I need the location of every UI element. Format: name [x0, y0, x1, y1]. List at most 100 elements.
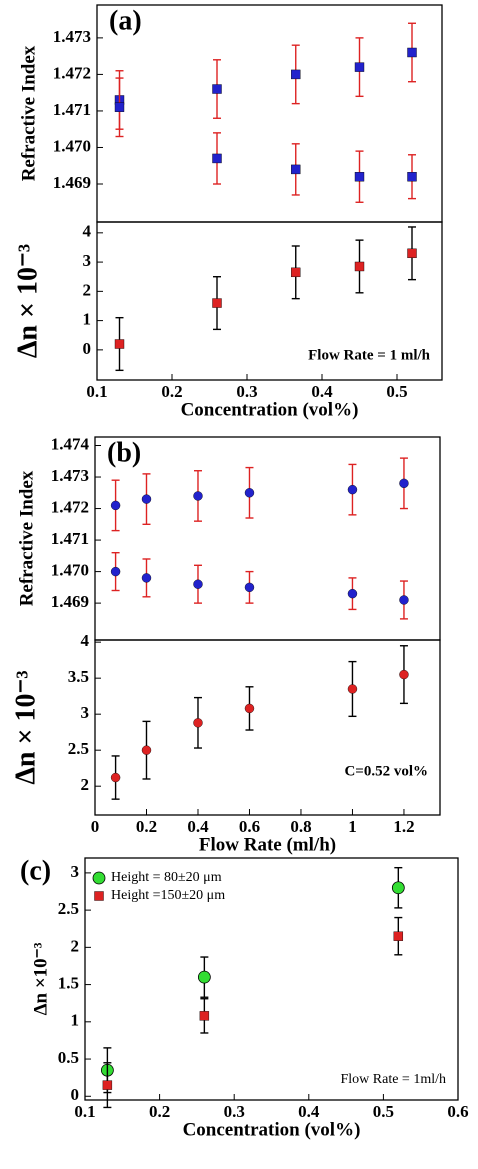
x-tick-label: 0.2: [161, 382, 182, 401]
x-tick-label: 0.4: [187, 817, 209, 836]
panel-label: (b): [107, 437, 141, 468]
data-point: [291, 69, 301, 80]
y-tick-label: 1.471: [51, 529, 89, 548]
x-tick-label: 0.8: [290, 817, 311, 836]
data-point: [199, 1011, 210, 1021]
y-axis-label: Refractive Index: [16, 470, 37, 606]
y-tick-label: 0: [83, 339, 92, 358]
data-point: [197, 970, 211, 984]
y-tick-label: 1.5: [58, 973, 79, 992]
x-tick-label: 0.6: [447, 1102, 468, 1121]
data-point: [110, 772, 121, 783]
x-tick-label: 1: [348, 817, 357, 836]
data-point: [193, 491, 203, 501]
y-tick-label: 2.5: [68, 739, 89, 758]
data-point: [193, 718, 203, 728]
data-point: [114, 102, 125, 112]
data-point: [354, 172, 365, 182]
legend-label: Height = 80±20 μm: [111, 870, 222, 885]
y-tick-label: 1.470: [53, 136, 91, 155]
y-tick-label: 1: [83, 310, 92, 329]
data-point: [354, 261, 365, 272]
panel-label: (a): [109, 5, 142, 36]
plot-frame: [94, 436, 441, 641]
y-axis-label: Δn × 10⁻³: [12, 244, 43, 358]
y-tick-label: 2.5: [58, 899, 79, 918]
x-tick-label: 0.2: [149, 1102, 170, 1121]
x-axis-label: Flow Rate (ml/h): [199, 834, 336, 855]
data-point: [244, 582, 255, 593]
x-tick-label: 0: [91, 817, 100, 836]
y-tick-label: 2: [71, 936, 80, 955]
x-tick-label: 0.3: [224, 1102, 245, 1121]
y-tick-label: 0: [71, 1085, 80, 1104]
annotation: Flow Rate = 1 ml/h: [308, 347, 431, 363]
x-tick-label: 0.5: [386, 382, 407, 401]
data-point: [291, 164, 301, 175]
annotation: C=0.52 vol%: [344, 763, 428, 779]
data-point: [347, 684, 358, 694]
y-tick-label: 3: [71, 862, 80, 881]
legend-marker: [92, 871, 106, 885]
data-point: [347, 588, 358, 599]
data-point: [193, 579, 203, 589]
y-axis-label: Refractive Index: [18, 45, 39, 181]
data-point: [407, 248, 417, 259]
data-point: [393, 931, 404, 941]
plot-frame: [96, 4, 443, 223]
x-tick-label: 0.6: [239, 817, 260, 836]
y-tick-label: 1: [71, 1011, 80, 1030]
data-point: [347, 484, 358, 495]
x-axis-label: Concentration (vol%): [181, 399, 359, 420]
data-point: [399, 478, 409, 489]
y-tick-label: 1.469: [51, 592, 89, 611]
data-point: [102, 1080, 113, 1090]
plot-frame: [96, 221, 443, 381]
x-tick-label: 0.3: [236, 382, 257, 401]
data-point: [399, 595, 409, 605]
y-tick-label: 1.473: [53, 27, 91, 46]
data-point: [244, 703, 255, 714]
data-point: [114, 339, 125, 349]
legend-label: Height =150±20 μm: [111, 888, 225, 903]
y-tick-label: 1.470: [51, 561, 89, 580]
data-point: [391, 881, 405, 895]
y-tick-label: 1.472: [51, 497, 89, 516]
x-tick-label: 1.2: [393, 817, 414, 836]
data-point: [212, 84, 222, 94]
y-tick-label: 1.473: [51, 466, 89, 485]
plot-frame: [94, 639, 441, 816]
plot-frame: [84, 857, 459, 1101]
y-tick-label: 3.5: [68, 667, 89, 686]
y-tick-label: 4: [81, 631, 90, 650]
x-tick-label: 0.5: [373, 1102, 394, 1121]
y-tick-label: 1.469: [53, 173, 91, 192]
data-point: [407, 172, 417, 182]
x-tick-label: 0.2: [136, 817, 157, 836]
data-point: [212, 153, 222, 164]
panel-label: (c): [20, 855, 51, 886]
y-tick-label: 1.471: [53, 100, 91, 119]
x-tick-label: 0.4: [298, 1102, 320, 1121]
data-point: [212, 298, 222, 308]
legend-marker: [94, 891, 104, 901]
x-tick-label: 0.1: [74, 1102, 95, 1121]
data-point: [110, 500, 121, 511]
data-point: [244, 488, 255, 498]
y-tick-label: 1.472: [53, 63, 91, 82]
y-tick-label: 2: [81, 775, 90, 794]
annotation: Flow Rate = 1ml/h: [340, 1072, 446, 1087]
x-tick-label: 0.1: [86, 382, 107, 401]
y-tick-label: 2: [83, 280, 92, 299]
data-point: [141, 745, 152, 755]
data-point: [407, 47, 417, 58]
data-point: [354, 62, 365, 72]
data-point: [399, 669, 409, 680]
y-tick-label: 4: [83, 222, 92, 241]
y-tick-label: 1.474: [51, 434, 90, 453]
x-axis-label: Concentration (vol%): [183, 1119, 361, 1140]
y-axis-label: Δn × 10⁻³: [10, 670, 41, 784]
y-tick-label: 0.5: [58, 1048, 79, 1067]
y-tick-label: 3: [81, 703, 90, 722]
